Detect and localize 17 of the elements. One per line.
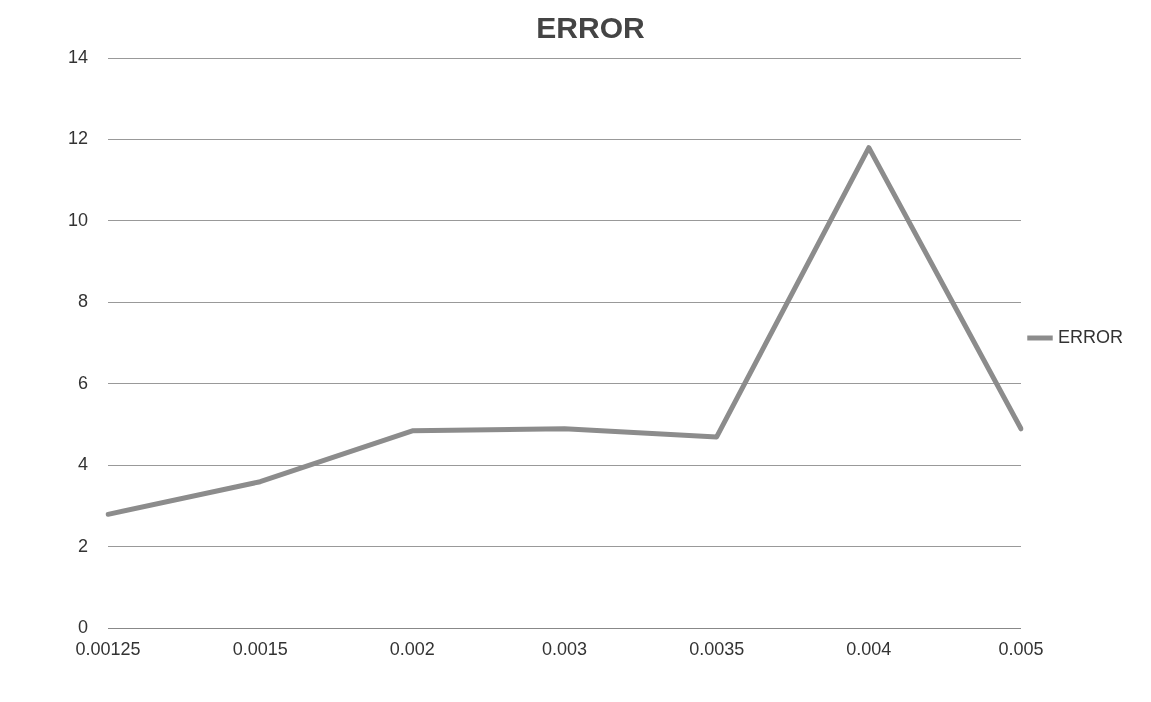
y-tick-label: 8 <box>78 291 89 312</box>
y-tick-label: 2 <box>78 535 89 556</box>
y-tick-label: 12 <box>67 128 89 149</box>
x-tick-label: 0.005 <box>998 639 1044 660</box>
y-tick-label: 4 <box>78 454 89 475</box>
y-tick-label: 0 <box>78 617 89 638</box>
x-tick-label: 0.002 <box>389 639 435 660</box>
chart-title: ERROR <box>536 11 645 45</box>
x-tick-label: 0.004 <box>846 639 892 660</box>
y-tick-label: 6 <box>78 372 89 393</box>
x-tick-label: 0.0015 <box>232 639 288 660</box>
y-tick-label: 14 <box>67 46 89 67</box>
legend-label: ERROR <box>1058 326 1124 347</box>
x-tick-label: 0.003 <box>541 639 588 660</box>
x-tick-label: 0.0035 <box>689 639 745 660</box>
x-tick-label: 0.00125 <box>75 639 141 660</box>
y-tick-label: 10 <box>67 209 89 230</box>
